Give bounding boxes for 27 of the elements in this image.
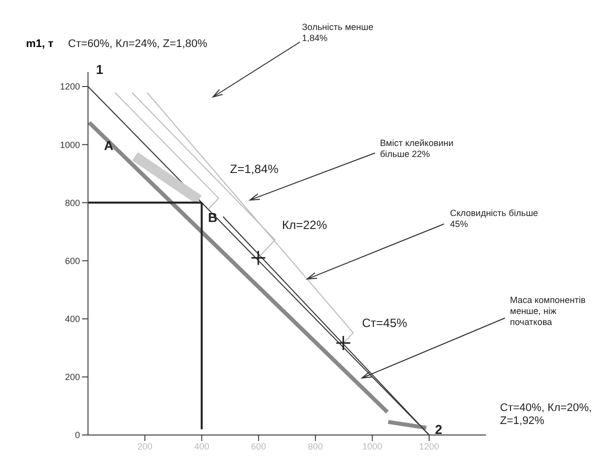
y-tick-label: 0: [74, 430, 80, 440]
annotation: Ст=45%: [362, 316, 408, 330]
text: Ст=60%, Кл=24%, Z=1,80%: [68, 38, 208, 52]
text: Ст=40%, Кл=20%, Z=1,92%: [500, 402, 593, 428]
y-tick-label: 400: [64, 314, 80, 324]
y-tick-label: 600: [64, 256, 80, 266]
annotation: 1: [96, 62, 104, 78]
x-tick-label: 200: [137, 441, 152, 452]
annotation: Кл=22%: [282, 218, 328, 232]
text: Маса компонентів менше, ніж початкова: [510, 295, 587, 328]
x-tick-label: 600: [251, 441, 266, 452]
x-tick-label: 400: [194, 441, 210, 452]
y-tick-label: 1200: [60, 82, 80, 92]
annotation: A: [104, 138, 114, 154]
y-tick-label: 800: [64, 198, 80, 208]
x-tick-label: 1000: [362, 441, 382, 452]
annotation: 2: [435, 422, 444, 438]
x-tick-label: 800: [308, 441, 323, 452]
annotation: Z=1,84%: [230, 162, 280, 176]
y-tick-label: 1000: [60, 140, 80, 150]
annotation: Скловидність більше 45%: [450, 208, 540, 230]
text: Зольність менше 1,84%: [302, 22, 374, 44]
annotation: Вміст клейковини більше 22%: [380, 138, 454, 160]
y-axis-title: m1, т: [26, 38, 54, 50]
annotation: B: [208, 210, 218, 226]
y-tick-label: 200: [64, 372, 80, 382]
x-tick-label: 1200: [419, 441, 440, 452]
